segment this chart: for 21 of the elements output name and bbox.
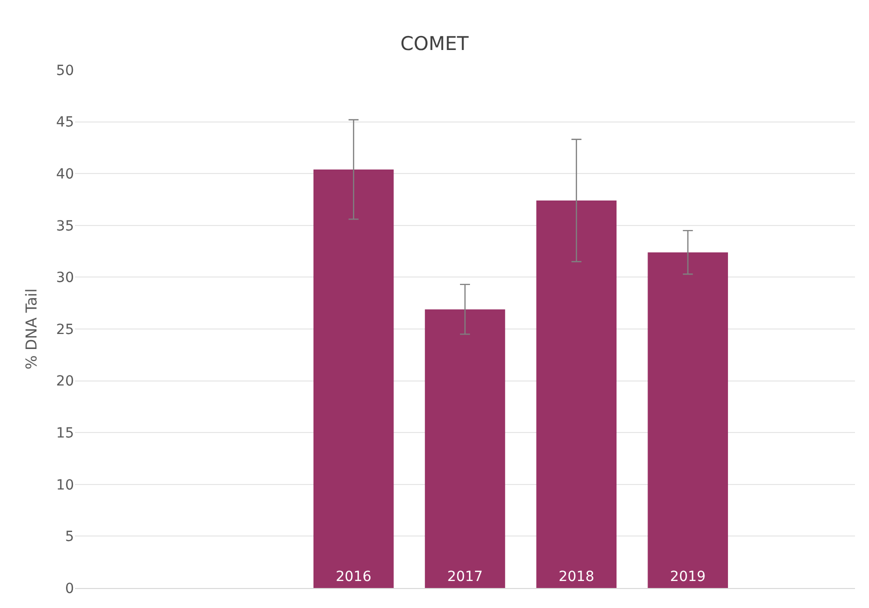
chart-title: COMET	[400, 32, 469, 55]
y-tick-label: 25	[56, 322, 74, 338]
bar	[648, 252, 728, 588]
y-tick-label: 50	[56, 62, 74, 79]
y-tick-label: 30	[56, 270, 74, 286]
y-tick-label: 45	[56, 114, 74, 131]
y-axis-title: % DNA Tail	[22, 288, 40, 370]
bar	[424, 309, 506, 588]
y-tick-label: 15	[56, 426, 74, 442]
y-tick-label: 10	[56, 477, 74, 494]
y-tick-label: 20	[56, 374, 74, 390]
x-tick-label: 2018	[558, 569, 594, 585]
bar	[536, 200, 617, 588]
x-tick-label: 2016	[336, 569, 372, 585]
y-tick-label: 0	[65, 580, 74, 597]
x-tick-label: 2019	[670, 569, 706, 585]
y-tick-label: 35	[56, 218, 74, 234]
y-tick-label: 5	[65, 529, 74, 546]
x-tick-label: 2017	[447, 569, 483, 585]
y-tick-label: 40	[56, 166, 74, 182]
bar	[313, 169, 394, 588]
